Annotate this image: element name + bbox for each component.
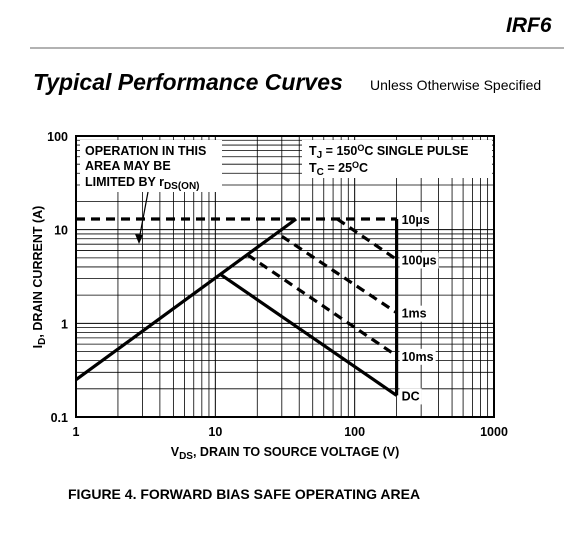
x-tick-label: 100 [344, 425, 365, 439]
cond-sup: O [357, 143, 364, 153]
cond-text: T [309, 144, 317, 158]
figure-caption: FIGURE 4. FORWARD BIAS SAFE OPERATING AR… [68, 486, 420, 502]
x-tick-label: 1000 [480, 425, 508, 439]
x-label-text: V [171, 445, 180, 459]
series-line [246, 253, 398, 358]
cond-text: C [359, 161, 368, 175]
cond-sub: C [317, 167, 324, 178]
cond-sub: J [317, 150, 323, 161]
y-axis-label: ID, DRAIN CURRENT (A) [31, 206, 48, 349]
x-label-text: , DRAIN TO SOURCE VOLTAGE (V) [193, 445, 399, 459]
y-label-text: I [31, 345, 45, 348]
y-tick-label: 100 [47, 130, 68, 144]
cond-sup: O [352, 160, 359, 170]
series-line [336, 217, 398, 261]
note-sub: DS(ON) [164, 181, 200, 192]
note-line: AREA MAY BE [85, 159, 171, 173]
cond-text: C SINGLE PULSE [364, 144, 468, 158]
cond-text: T [309, 161, 317, 175]
arrow-head [135, 234, 143, 244]
label-bg [399, 305, 429, 322]
note-line: OPERATION IN THIS [85, 144, 206, 158]
part-number: IRF6 [506, 14, 552, 37]
x-tick-label: 10 [208, 425, 222, 439]
y-tick-label: 1 [61, 317, 68, 331]
label-bg [399, 211, 432, 228]
series-label: 1ms [402, 307, 427, 321]
series-line [75, 217, 298, 382]
condition: TC = 25OC [309, 160, 368, 178]
plot-frame [75, 135, 495, 418]
label-bg [399, 388, 422, 405]
x-tick-label: 1 [73, 425, 80, 439]
x-label-sub: DS [179, 451, 193, 462]
series-label: 10µs [402, 213, 430, 227]
series-label: 100µs [402, 254, 437, 268]
section-subtitle: Unless Otherwise Specified [370, 77, 541, 93]
series-line [280, 234, 398, 314]
y-tick-label: 0.1 [51, 411, 68, 425]
y-label-sub: D [37, 338, 48, 345]
note-box [80, 140, 222, 192]
arrow [138, 191, 149, 241]
conditions-box [302, 140, 492, 178]
cond-text: = 150 [322, 144, 357, 158]
label-bg [399, 348, 436, 365]
note-text: LIMITED BY r [85, 175, 164, 189]
series-line [220, 273, 398, 397]
series-label: DC [402, 389, 420, 403]
series-label: 10ms [402, 350, 434, 364]
y-tick-label: 10 [54, 224, 68, 238]
notes: OPERATION IN THIS AREA MAY BE LIMITED BY… [80, 140, 492, 244]
cond-text: = 25 [324, 161, 352, 175]
condition: TJ = 150OC SINGLE PULSE [309, 143, 469, 161]
x-axis-label: VDS, DRAIN TO SOURCE VOLTAGE (V) [171, 445, 400, 462]
note-line: LIMITED BY rDS(ON) [85, 175, 200, 192]
label-bg [399, 252, 439, 269]
y-label-text: , DRAIN CURRENT (A) [31, 206, 45, 338]
section-title: Typical Performance Curves [33, 69, 343, 95]
